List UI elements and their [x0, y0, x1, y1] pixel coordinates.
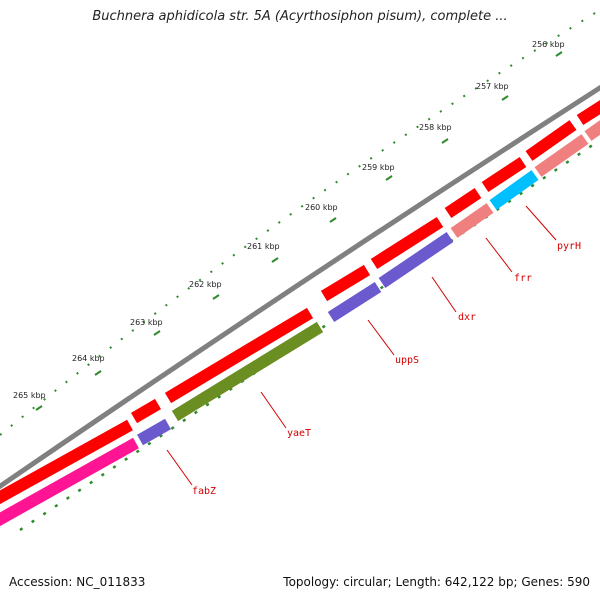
- gene-frr: [450, 203, 494, 238]
- gene-pyrH: [489, 170, 539, 210]
- gene-label-dxr: dxr: [458, 312, 476, 323]
- kbp-label: 264 kbp: [72, 354, 105, 363]
- kbp-label: 262 kbp: [189, 280, 222, 289]
- kbp-label: 263 kbp: [130, 318, 163, 327]
- gene-fabZ-reverse: [0, 437, 139, 527]
- gene-uppS: [327, 281, 382, 323]
- topology-summary: Topology: circular; Length: 642,122 bp; …: [283, 575, 590, 589]
- genome-backbone: [0, 84, 600, 490]
- kbp-label: 261 kbp: [247, 242, 280, 251]
- cds-forward-segment: [525, 120, 577, 161]
- gene-reverse-segment: [584, 120, 600, 141]
- accession-text: Accession: NC_011833: [9, 575, 146, 589]
- gene-label-frr: frr: [514, 273, 532, 284]
- cds-forward-segment: [481, 156, 527, 193]
- gene-dxr: [378, 232, 454, 288]
- gene-label-pyrH: pyrH: [557, 241, 581, 252]
- map-title: Buchnera aphidicola str. 5A (Acyrthosiph…: [92, 9, 508, 24]
- gene-label-uppS: uppS: [395, 355, 419, 366]
- cds-reverse-track: [0, 120, 600, 527]
- cds-forward-segment: [576, 100, 600, 126]
- kbp-label: 256 kbp: [532, 40, 565, 49]
- gene-reverse-segment: [534, 134, 589, 177]
- cds-forward-segment: [444, 188, 482, 218]
- kbp-label: 260 kbp: [305, 203, 338, 212]
- gene-label-fabZ: fabZ: [192, 486, 216, 497]
- ruler-major-ticks: [35, 51, 563, 411]
- gene-yaeT: [171, 321, 324, 422]
- cds-forward-segment: [320, 264, 371, 302]
- kbp-label: 259 kbp: [362, 163, 395, 172]
- gene-label-yaeT: yaeT: [287, 428, 311, 439]
- ruler-dots-inner: [19, 138, 600, 532]
- kbp-label: 265 kbp: [13, 391, 46, 400]
- cds-forward-segment: [0, 419, 133, 505]
- cds-forward-segment: [130, 398, 162, 424]
- cds-forward-segment: [370, 216, 444, 270]
- kbp-label: 258 kbp: [419, 123, 452, 132]
- ruler-dots-outer: [0, 9, 600, 436]
- kbp-label: 257 kbp: [476, 82, 509, 91]
- label-leaders: [166, 205, 557, 486]
- cds-forward-segment: [164, 307, 314, 404]
- gene-fabZ: [137, 418, 171, 446]
- cds-forward-track: [0, 100, 600, 505]
